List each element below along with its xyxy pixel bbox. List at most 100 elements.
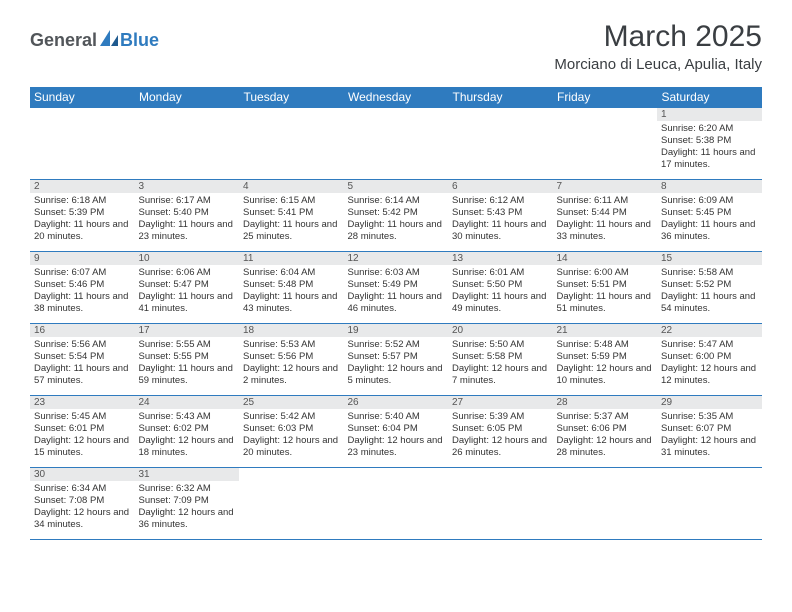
sunset-text: Sunset: 5:45 PM xyxy=(661,207,758,219)
sunset-text: Sunset: 5:39 PM xyxy=(34,207,131,219)
sunset-text: Sunset: 5:54 PM xyxy=(34,351,131,363)
sunrise-text: Sunrise: 6:11 AM xyxy=(557,195,654,207)
sunset-text: Sunset: 5:42 PM xyxy=(348,207,445,219)
day-number: 9 xyxy=(30,252,135,265)
daylight-text: Daylight: 12 hours and 10 minutes. xyxy=(557,363,654,387)
calendar-week-row: 23Sunrise: 5:45 AMSunset: 6:01 PMDayligh… xyxy=(30,396,762,468)
calendar-day-cell: 1Sunrise: 6:20 AMSunset: 5:38 PMDaylight… xyxy=(657,108,762,180)
sunrise-text: Sunrise: 5:40 AM xyxy=(348,411,445,423)
weekday-header-row: Sunday Monday Tuesday Wednesday Thursday… xyxy=(30,87,762,108)
sunset-text: Sunset: 6:02 PM xyxy=(139,423,236,435)
logo: General Blue xyxy=(30,30,159,51)
sunrise-text: Sunrise: 5:37 AM xyxy=(557,411,654,423)
day-body: Sunrise: 6:06 AMSunset: 5:47 PMDaylight:… xyxy=(135,265,240,317)
day-body: Sunrise: 5:37 AMSunset: 6:06 PMDaylight:… xyxy=(553,409,658,461)
sunrise-text: Sunrise: 6:09 AM xyxy=(661,195,758,207)
sunset-text: Sunset: 6:06 PM xyxy=(557,423,654,435)
calendar-day-cell: 11Sunrise: 6:04 AMSunset: 5:48 PMDayligh… xyxy=(239,252,344,324)
daylight-text: Daylight: 11 hours and 59 minutes. xyxy=(139,363,236,387)
day-body: Sunrise: 6:01 AMSunset: 5:50 PMDaylight:… xyxy=(448,265,553,317)
sunset-text: Sunset: 5:51 PM xyxy=(557,279,654,291)
sunrise-text: Sunrise: 5:35 AM xyxy=(661,411,758,423)
daylight-text: Daylight: 11 hours and 25 minutes. xyxy=(243,219,340,243)
sunrise-text: Sunrise: 5:42 AM xyxy=(243,411,340,423)
sunset-text: Sunset: 5:44 PM xyxy=(557,207,654,219)
sunset-text: Sunset: 6:00 PM xyxy=(661,351,758,363)
sunrise-text: Sunrise: 6:15 AM xyxy=(243,195,340,207)
day-number: 2 xyxy=(30,180,135,193)
sunset-text: Sunset: 5:50 PM xyxy=(452,279,549,291)
day-body: Sunrise: 6:32 AMSunset: 7:09 PMDaylight:… xyxy=(135,481,240,533)
daylight-text: Daylight: 11 hours and 54 minutes. xyxy=(661,291,758,315)
day-body: Sunrise: 5:45 AMSunset: 6:01 PMDaylight:… xyxy=(30,409,135,461)
weekday-header: Monday xyxy=(135,87,240,108)
calendar-day-cell: 9Sunrise: 6:07 AMSunset: 5:46 PMDaylight… xyxy=(30,252,135,324)
day-body: Sunrise: 5:53 AMSunset: 5:56 PMDaylight:… xyxy=(239,337,344,389)
daylight-text: Daylight: 11 hours and 30 minutes. xyxy=(452,219,549,243)
daylight-text: Daylight: 12 hours and 28 minutes. xyxy=(557,435,654,459)
calendar-day-cell xyxy=(657,468,762,540)
daylight-text: Daylight: 12 hours and 2 minutes. xyxy=(243,363,340,387)
day-number: 4 xyxy=(239,180,344,193)
sunset-text: Sunset: 5:43 PM xyxy=(452,207,549,219)
daylight-text: Daylight: 11 hours and 23 minutes. xyxy=(139,219,236,243)
daylight-text: Daylight: 11 hours and 38 minutes. xyxy=(34,291,131,315)
daylight-text: Daylight: 12 hours and 26 minutes. xyxy=(452,435,549,459)
daylight-text: Daylight: 11 hours and 46 minutes. xyxy=(348,291,445,315)
calendar-day-cell: 28Sunrise: 5:37 AMSunset: 6:06 PMDayligh… xyxy=(553,396,658,468)
day-body: Sunrise: 5:47 AMSunset: 6:00 PMDaylight:… xyxy=(657,337,762,389)
daylight-text: Daylight: 12 hours and 7 minutes. xyxy=(452,363,549,387)
calendar-day-cell: 21Sunrise: 5:48 AMSunset: 5:59 PMDayligh… xyxy=(553,324,658,396)
daylight-text: Daylight: 12 hours and 36 minutes. xyxy=(139,507,236,531)
sunset-text: Sunset: 6:03 PM xyxy=(243,423,340,435)
day-number: 8 xyxy=(657,180,762,193)
calendar-day-cell: 4Sunrise: 6:15 AMSunset: 5:41 PMDaylight… xyxy=(239,180,344,252)
calendar-day-cell: 17Sunrise: 5:55 AMSunset: 5:55 PMDayligh… xyxy=(135,324,240,396)
sunset-text: Sunset: 5:58 PM xyxy=(452,351,549,363)
day-number: 14 xyxy=(553,252,658,265)
day-body: Sunrise: 6:03 AMSunset: 5:49 PMDaylight:… xyxy=(344,265,449,317)
day-number: 26 xyxy=(344,396,449,409)
day-body: Sunrise: 6:09 AMSunset: 5:45 PMDaylight:… xyxy=(657,193,762,245)
calendar-day-cell: 31Sunrise: 6:32 AMSunset: 7:09 PMDayligh… xyxy=(135,468,240,540)
sunrise-text: Sunrise: 5:56 AM xyxy=(34,339,131,351)
day-body: Sunrise: 5:35 AMSunset: 6:07 PMDaylight:… xyxy=(657,409,762,461)
calendar-day-cell xyxy=(448,108,553,180)
sunrise-text: Sunrise: 6:04 AM xyxy=(243,267,340,279)
calendar-week-row: 2Sunrise: 6:18 AMSunset: 5:39 PMDaylight… xyxy=(30,180,762,252)
sunrise-text: Sunrise: 5:47 AM xyxy=(661,339,758,351)
day-body: Sunrise: 6:04 AMSunset: 5:48 PMDaylight:… xyxy=(239,265,344,317)
daylight-text: Daylight: 11 hours and 28 minutes. xyxy=(348,219,445,243)
calendar-day-cell: 5Sunrise: 6:14 AMSunset: 5:42 PMDaylight… xyxy=(344,180,449,252)
calendar-day-cell: 8Sunrise: 6:09 AMSunset: 5:45 PMDaylight… xyxy=(657,180,762,252)
calendar-day-cell xyxy=(344,108,449,180)
sunset-text: Sunset: 5:49 PM xyxy=(348,279,445,291)
month-title: March 2025 xyxy=(554,20,762,54)
sunrise-text: Sunrise: 6:06 AM xyxy=(139,267,236,279)
day-number: 20 xyxy=(448,324,553,337)
sunset-text: Sunset: 6:01 PM xyxy=(34,423,131,435)
daylight-text: Daylight: 11 hours and 43 minutes. xyxy=(243,291,340,315)
day-number: 5 xyxy=(344,180,449,193)
weekday-header: Friday xyxy=(553,87,658,108)
weekday-header: Sunday xyxy=(30,87,135,108)
day-number: 16 xyxy=(30,324,135,337)
day-number: 18 xyxy=(239,324,344,337)
sunset-text: Sunset: 6:04 PM xyxy=(348,423,445,435)
day-body: Sunrise: 5:56 AMSunset: 5:54 PMDaylight:… xyxy=(30,337,135,389)
day-number: 21 xyxy=(553,324,658,337)
calendar-day-cell xyxy=(448,468,553,540)
daylight-text: Daylight: 12 hours and 18 minutes. xyxy=(139,435,236,459)
sunset-text: Sunset: 5:48 PM xyxy=(243,279,340,291)
calendar-week-row: 16Sunrise: 5:56 AMSunset: 5:54 PMDayligh… xyxy=(30,324,762,396)
sunset-text: Sunset: 6:07 PM xyxy=(661,423,758,435)
logo-sail-icon xyxy=(100,30,118,51)
sunset-text: Sunset: 5:56 PM xyxy=(243,351,340,363)
sunrise-text: Sunrise: 6:34 AM xyxy=(34,483,131,495)
calendar-day-cell: 6Sunrise: 6:12 AMSunset: 5:43 PMDaylight… xyxy=(448,180,553,252)
day-number: 23 xyxy=(30,396,135,409)
sunrise-text: Sunrise: 6:20 AM xyxy=(661,123,758,135)
day-body: Sunrise: 5:42 AMSunset: 6:03 PMDaylight:… xyxy=(239,409,344,461)
day-body: Sunrise: 5:50 AMSunset: 5:58 PMDaylight:… xyxy=(448,337,553,389)
logo-text-general: General xyxy=(30,30,97,51)
